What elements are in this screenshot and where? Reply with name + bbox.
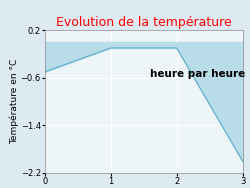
Y-axis label: Température en °C: Température en °C [10,59,19,144]
Text: heure par heure: heure par heure [150,69,246,79]
Title: Evolution de la température: Evolution de la température [56,16,232,29]
